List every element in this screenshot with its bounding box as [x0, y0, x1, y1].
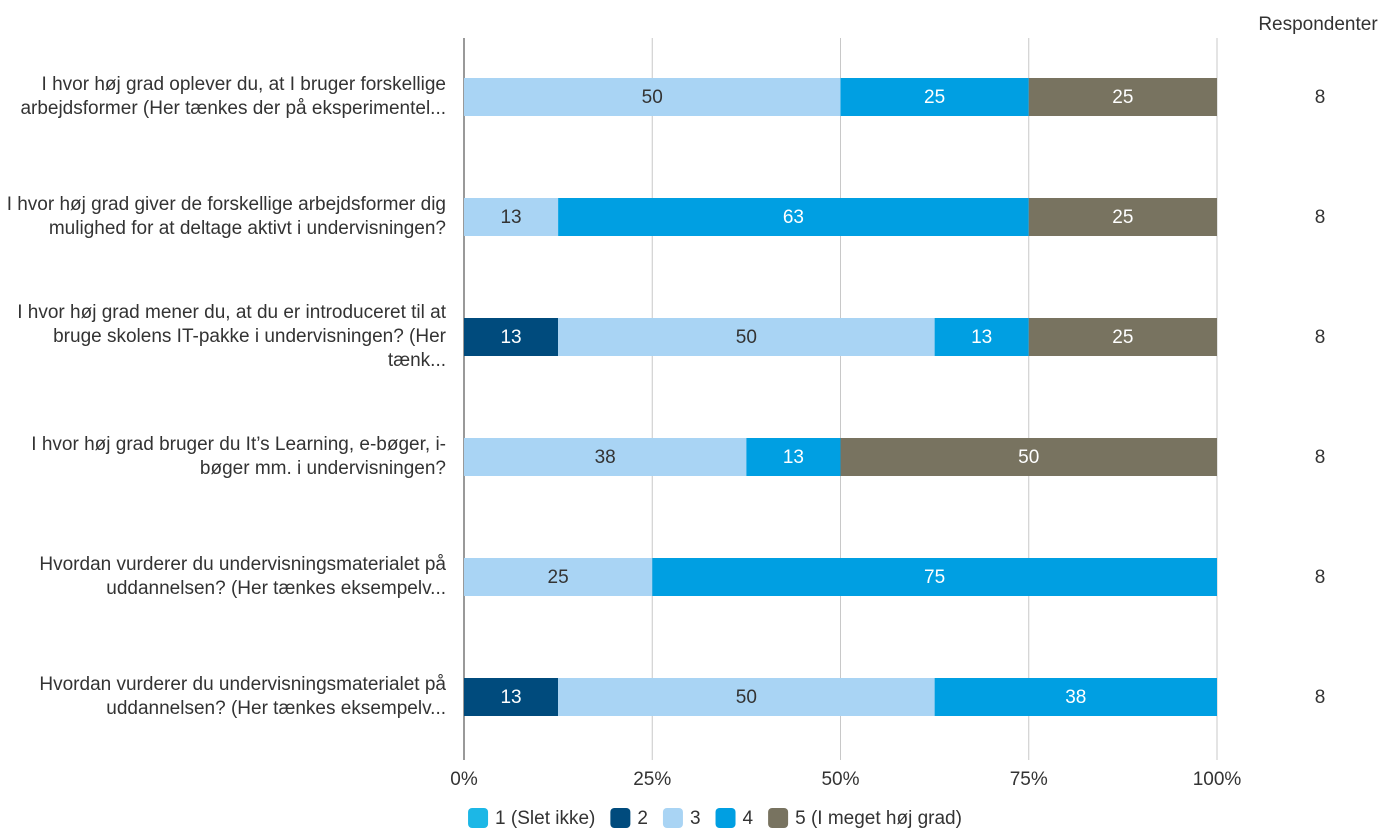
data-label: 38	[1065, 687, 1086, 708]
category-label: I hvor høj grad bruger du It’s Learning,…	[31, 434, 446, 479]
bar-segment	[558, 318, 935, 356]
data-label: 50	[736, 687, 757, 708]
respondents-value: 8	[1315, 447, 1326, 468]
data-label: 13	[971, 327, 992, 348]
data-label: 25	[924, 87, 945, 108]
bar-segment	[558, 198, 1029, 236]
category-label: Hvordan vurderer du undervisningsmateria…	[39, 674, 446, 719]
data-label: 50	[642, 87, 663, 108]
data-label: 13	[500, 327, 521, 348]
category-label: Hvordan vurderer du undervisningsmateria…	[39, 554, 446, 599]
bar-segment	[746, 438, 841, 476]
bar-segment	[464, 318, 559, 356]
bar-segment	[464, 78, 841, 116]
bar-segment	[464, 438, 747, 476]
legend-label: 1 (Slet ikke)	[495, 808, 595, 829]
bar-segment	[464, 198, 559, 236]
x-tick-label: 25%	[633, 769, 671, 790]
data-label: 25	[1112, 87, 1133, 108]
respondents-value: 8	[1315, 327, 1326, 348]
data-label: 25	[548, 567, 569, 588]
category-label: I hvor høj grad mener du, at du er intro…	[17, 302, 446, 371]
bar-segment	[464, 558, 653, 596]
legend-swatch	[468, 808, 489, 828]
legend-swatch	[610, 808, 631, 828]
data-label: 25	[1112, 327, 1133, 348]
respondents-value: 8	[1315, 87, 1326, 108]
legend-label: 3	[690, 808, 701, 829]
x-tick-label: 0%	[450, 769, 478, 790]
bar-segment	[558, 678, 935, 716]
respondents-value: 8	[1315, 207, 1326, 228]
legend-label: 5 (I meget høj grad)	[795, 808, 962, 829]
legend-swatch	[768, 808, 789, 828]
bar-segment	[840, 438, 1217, 476]
data-label: 13	[783, 447, 804, 468]
x-tick-label: 50%	[821, 769, 859, 790]
legend: 1 (Slet ikke) 2 3 4 5 (I meget høj grad)	[468, 808, 962, 829]
respondents-value: 8	[1315, 567, 1326, 588]
legend-swatch	[662, 808, 683, 828]
respondents-title: Respondenter	[1258, 14, 1378, 35]
data-label: 75	[924, 567, 945, 588]
legend-swatch	[715, 808, 736, 828]
category-label: I hvor høj grad giver de forskellige arb…	[6, 194, 446, 239]
x-tick-label: 75%	[1010, 769, 1048, 790]
bar-segment	[1028, 78, 1217, 116]
legend-label: 4	[743, 808, 754, 829]
data-label: 50	[736, 327, 757, 348]
bar-segment	[1028, 318, 1217, 356]
bar-segment	[840, 78, 1029, 116]
bar-segment	[464, 678, 559, 716]
data-label: 50	[1018, 447, 1039, 468]
bar-segment	[1028, 198, 1217, 236]
bar-segment	[934, 318, 1029, 356]
respondents-value: 8	[1315, 687, 1326, 708]
x-tick-label: 100%	[1193, 769, 1242, 790]
data-label: 38	[595, 447, 616, 468]
data-label: 13	[500, 687, 521, 708]
bar-segment	[934, 678, 1217, 716]
legend-label: 2	[637, 808, 648, 829]
data-label: 63	[783, 207, 804, 228]
bar-segment	[652, 558, 1217, 596]
data-label: 25	[1112, 207, 1133, 228]
category-label: I hvor høj grad oplever du, at I bruger …	[20, 74, 446, 119]
data-label: 13	[500, 207, 521, 228]
